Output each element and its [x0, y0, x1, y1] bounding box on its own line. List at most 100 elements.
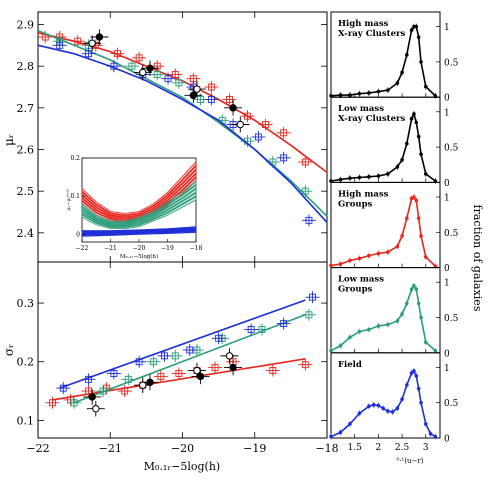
hist-point [412, 195, 416, 199]
hist-point [414, 120, 419, 125]
mu-y-axis-label: μᵣ [2, 134, 16, 146]
mu-black-open-point [133, 64, 152, 81]
hist-point [357, 175, 362, 180]
inset-xtick-label: −20 [133, 245, 146, 252]
sigma-blue-point [244, 323, 259, 336]
mu-black-open-point [187, 81, 206, 97]
hist-point [412, 283, 416, 288]
hist-point [400, 234, 404, 238]
sigma-green-point [301, 308, 316, 321]
mu-blue-point-box [164, 75, 172, 83]
hist-point [376, 174, 381, 178]
hist-point [381, 406, 385, 411]
hist-point [416, 301, 421, 306]
mu-red-point [132, 51, 147, 64]
hist-panel-label: X-ray Clusters [338, 29, 405, 39]
hist-point [367, 327, 371, 332]
hist-ytick-label: 0 [444, 264, 450, 274]
mu-ytick-label: 2.6 [17, 144, 35, 157]
mu-black-open-point-dot [236, 120, 245, 129]
sigma-red-point [298, 358, 313, 371]
inset-green-band-line [81, 195, 197, 228]
mu-blue-point [301, 214, 316, 227]
hist-panel-label: Field [338, 360, 362, 370]
hist-point [357, 411, 362, 416]
sigma-red-point-box [301, 361, 309, 369]
mu-red-point [110, 47, 125, 60]
sigma-red-point-box [175, 370, 183, 377]
hist-point [409, 117, 414, 121]
hist-point [405, 383, 409, 387]
sigma-y-axis-label: σᵣ [2, 344, 16, 356]
hist-point [367, 404, 371, 409]
mu-red-point-box [301, 158, 309, 166]
hist-xtick-label: 2.5 [395, 443, 410, 453]
inset-xtick-label: −22 [76, 245, 89, 252]
sigma-red-point-box [85, 387, 93, 395]
mu-blue-point [276, 151, 291, 164]
hist-point [338, 343, 343, 348]
mu-red-fit-line [37, 32, 328, 174]
hist-point [433, 179, 438, 183]
mu-green-point-box [301, 187, 309, 195]
inset-blue-band-line [81, 229, 197, 235]
hist-point [338, 430, 343, 435]
hist-panel-label: High mass [338, 19, 389, 29]
sigma-blue-fit-line [59, 299, 306, 389]
mu-blue-point-box [110, 62, 118, 70]
hist-point [400, 158, 404, 162]
inset-blue-band-line [81, 228, 197, 234]
sigma-xtick-label: −21 [99, 442, 122, 455]
hist-panel-label: High mass [338, 189, 389, 199]
hist-point [376, 403, 381, 408]
mu-black-filled-point-dot [146, 64, 154, 72]
sigma-ytick-label: 0.3 [17, 297, 35, 310]
hist-point [386, 88, 390, 92]
mu-ytick-label: 2.5 [17, 185, 35, 198]
inset-ytick-label: 0.1 [70, 193, 80, 200]
hist-point [400, 397, 404, 401]
hist-point [423, 422, 428, 426]
hist-panel-label: Groups [338, 285, 373, 295]
mu-ytick-label: 2.4 [17, 227, 35, 240]
sigma-red-point [171, 367, 186, 380]
mu-red-point [204, 81, 219, 93]
hist-ytick-label: 0 [444, 94, 450, 104]
hist-point [395, 406, 400, 411]
sigma-black-filled-point-dot [229, 363, 237, 372]
mu-red-point-box [135, 54, 143, 62]
sigma-green-point [67, 396, 82, 409]
sigma-blue-point-box [215, 334, 223, 342]
mu-blue-point [81, 47, 96, 60]
mu-blue-point [52, 39, 67, 52]
hist-point [419, 234, 423, 238]
hist-point [390, 410, 395, 414]
hist-point [338, 177, 343, 182]
sigma-black-open-point-dot [92, 404, 100, 413]
mu-red-point-box [171, 71, 179, 78]
hist-point [338, 93, 343, 97]
hist-point [416, 35, 421, 39]
hist-ytick-label: 0 [444, 179, 450, 189]
mu-green-point-box [175, 79, 183, 87]
inset-y-axis-label: μᵣ−μᵣᶠᶦᵉˡᵈ [66, 189, 72, 211]
mu-black-filled-point-dot [189, 91, 198, 100]
sigma-green-point [121, 373, 136, 386]
hist-point [329, 263, 333, 268]
mu-green-point-box [197, 96, 205, 103]
sigma-blue-point-box [135, 358, 143, 366]
sigma-blue-point-box [186, 346, 194, 354]
mu-green-point-box [269, 158, 277, 166]
hist-point [329, 93, 333, 98]
sigma-black-filled-point-dot [196, 372, 205, 381]
right-x-axis-label: ⁰·¹(u−r) [396, 457, 423, 465]
hist-panel-label: X-ray Clusters [338, 114, 405, 124]
mu-black-open-point-dot [88, 39, 96, 47]
hist-point [367, 91, 371, 95]
mu-red-point [276, 126, 291, 139]
hist-point [400, 70, 404, 75]
sigma-black-filled-point [224, 359, 243, 376]
hist-point [416, 216, 421, 220]
sigma-red-point [81, 385, 96, 398]
hist-ytick-label: 0.5 [444, 144, 459, 154]
